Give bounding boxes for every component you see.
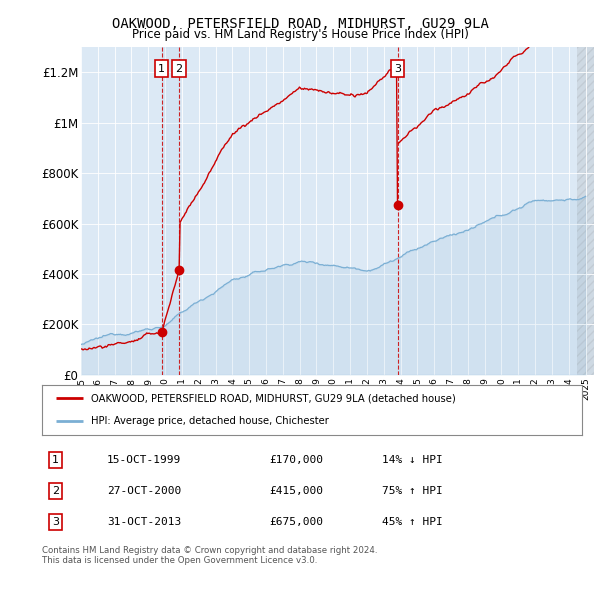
Text: 2: 2 <box>175 64 182 74</box>
Text: £675,000: £675,000 <box>269 517 323 527</box>
Text: £170,000: £170,000 <box>269 455 323 465</box>
Text: 27-OCT-2000: 27-OCT-2000 <box>107 486 181 496</box>
Text: This data is licensed under the Open Government Licence v3.0.: This data is licensed under the Open Gov… <box>42 556 317 565</box>
Bar <box>161 47 179 375</box>
Text: £415,000: £415,000 <box>269 486 323 496</box>
Bar <box>577 47 594 375</box>
Text: 14% ↓ HPI: 14% ↓ HPI <box>382 455 443 465</box>
Text: 45% ↑ HPI: 45% ↑ HPI <box>382 517 443 527</box>
Text: OAKWOOD, PETERSFIELD ROAD, MIDHURST, GU29 9LA: OAKWOOD, PETERSFIELD ROAD, MIDHURST, GU2… <box>112 17 488 31</box>
Text: HPI: Average price, detached house, Chichester: HPI: Average price, detached house, Chic… <box>91 417 328 427</box>
Text: 3: 3 <box>52 517 59 527</box>
Text: 31-OCT-2013: 31-OCT-2013 <box>107 517 181 527</box>
Text: OAKWOOD, PETERSFIELD ROAD, MIDHURST, GU29 9LA (detached house): OAKWOOD, PETERSFIELD ROAD, MIDHURST, GU2… <box>91 393 455 403</box>
Text: 75% ↑ HPI: 75% ↑ HPI <box>382 486 443 496</box>
Text: Price paid vs. HM Land Registry's House Price Index (HPI): Price paid vs. HM Land Registry's House … <box>131 28 469 41</box>
Text: 2: 2 <box>52 486 59 496</box>
Text: 1: 1 <box>158 64 165 74</box>
Text: 1: 1 <box>52 455 59 465</box>
Text: 3: 3 <box>394 64 401 74</box>
Text: Contains HM Land Registry data © Crown copyright and database right 2024.: Contains HM Land Registry data © Crown c… <box>42 546 377 555</box>
Text: 15-OCT-1999: 15-OCT-1999 <box>107 455 181 465</box>
